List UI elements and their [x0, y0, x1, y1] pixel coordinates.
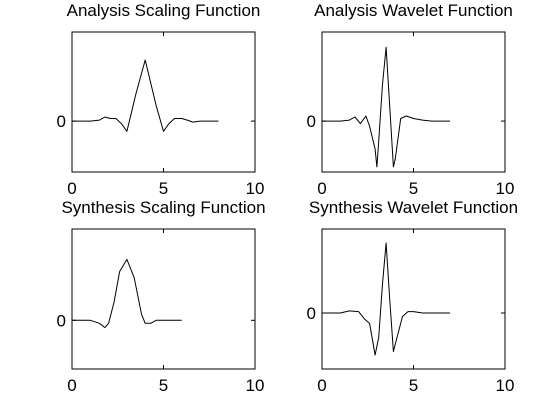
x-tick-label: 10 — [496, 376, 515, 395]
axes-frame — [321, 228, 506, 370]
x-tick-label: 10 — [246, 376, 265, 395]
series-line — [322, 46, 451, 168]
chart-title: Analysis Wavelet Function — [314, 1, 513, 20]
y-tick-label: 0 — [57, 311, 66, 330]
x-tick-label: 0 — [317, 376, 326, 395]
y-tick-label: 0 — [307, 112, 316, 131]
x-tick-label: 5 — [409, 376, 418, 395]
y-tick-label: 0 — [57, 112, 66, 131]
subplot-3: Synthesis Scaling Function 0 5 10 0 — [57, 198, 266, 395]
axes-frame — [321, 31, 506, 173]
axes-frame — [71, 228, 256, 370]
series-line — [72, 59, 219, 132]
x-tick-label: 0 — [67, 179, 76, 198]
x-tick-label: 10 — [246, 179, 265, 198]
x-tick-label: 5 — [159, 376, 168, 395]
chart-title: Analysis Scaling Function — [67, 1, 261, 20]
chart-title: Synthesis Scaling Function — [61, 198, 265, 217]
series-line — [72, 258, 182, 329]
x-tick-label: 5 — [159, 179, 168, 198]
x-tick-label: 5 — [409, 179, 418, 198]
chart-title: Synthesis Wavelet Function — [309, 198, 518, 217]
x-tick-label: 0 — [67, 376, 76, 395]
axes-frame — [71, 31, 256, 173]
y-tick-label: 0 — [307, 304, 316, 323]
series-line — [322, 242, 451, 356]
subplot-2: Analysis Wavelet Function 0 5 10 0 — [307, 1, 515, 198]
x-tick-label: 0 — [317, 179, 326, 198]
subplot-4: Synthesis Wavelet Function 0 5 10 0 — [307, 198, 519, 395]
x-tick-label: 10 — [496, 179, 515, 198]
subplot-1: Analysis Scaling Function 0 5 10 0 — [57, 1, 265, 198]
